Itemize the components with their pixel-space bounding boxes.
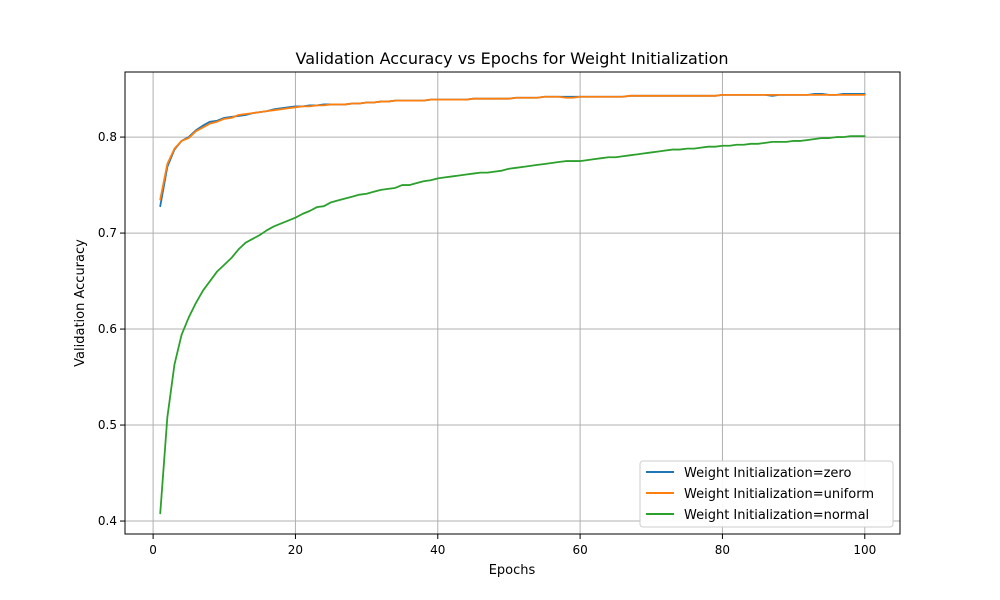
axes-layer: 0 20 40 60 80 100 0.4 0.5 0.6 0.7 0.8 [98,71,901,557]
y-tick-label-2: 0.6 [98,322,117,336]
y-tick-label-3: 0.7 [98,226,117,240]
legend-label-2: Weight Initialization=normal [684,508,869,523]
legend-label-0: Weight Initialization=zero [684,466,851,481]
y-tick-label-0: 0.4 [98,514,117,528]
x-tick-label-4: 80 [715,543,730,557]
y-axis-label: Validation Accuracy [73,239,88,367]
legend: Weight Initialization=zero Weight Initial… [639,460,894,528]
y-tick-label-4: 0.8 [98,130,117,144]
legend-label-1: Weight Initialization=uniform [684,487,874,502]
x-tick-label-1: 20 [288,543,303,557]
plot-frame [124,71,901,535]
series-line-1 [159,93,866,201]
series-layer [159,92,866,515]
x-tick-label-2: 40 [430,543,445,557]
x-axis-label: Epochs [489,563,536,578]
y-tick-label-1: 0.5 [98,418,117,432]
legend-box [639,460,894,528]
series-line-2 [159,135,866,515]
x-tick-label-0: 0 [149,543,157,557]
x-tick-label-5: 100 [853,543,876,557]
chart-title: Validation Accuracy vs Epochs for Weight… [295,49,728,68]
x-tick-label-3: 60 [572,543,587,557]
